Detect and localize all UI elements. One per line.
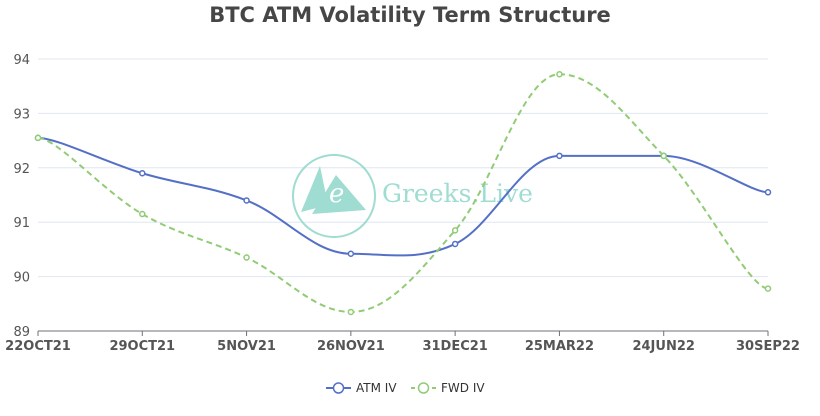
legend-item-atm-iv[interactable]: ATM IV <box>326 381 397 395</box>
watermark-letter: e <box>329 179 344 209</box>
axes: 89 90 91 92 93 94 22OCT21 29OCT21 5NOV21 26NOV21 3… <box>5 53 800 354</box>
watermark-ring <box>292 154 376 238</box>
data-point-atm-iv[interactable] <box>764 189 772 196</box>
chart-title: BTC ATM Volatility Term Structure <box>209 3 611 27</box>
legend-item-fwd-iv[interactable]: FWD IV <box>411 381 485 395</box>
data-point-fwd-iv[interactable] <box>764 285 772 292</box>
series-layer <box>34 70 772 316</box>
data-point-atm-iv[interactable] <box>556 152 563 160</box>
x-tick-label: 5NOV21 <box>217 339 276 354</box>
legend-marker <box>332 382 345 394</box>
data-point-fwd-iv[interactable] <box>556 70 563 78</box>
y-tick-label: 89 <box>13 325 30 340</box>
watermark: e Greeks.Live <box>292 154 533 238</box>
legend-marker <box>417 382 430 394</box>
data-point-atm-iv[interactable] <box>347 250 355 258</box>
series-line-fwd-iv <box>37 73 769 313</box>
x-tick-label: 30SEP22 <box>736 339 800 354</box>
data-point-fwd-iv[interactable] <box>243 254 250 261</box>
x-tick-label: 31DEC21 <box>422 339 487 354</box>
y-tick-label: 94 <box>13 53 30 68</box>
watermark-sail-right <box>312 175 366 214</box>
data-point-atm-iv[interactable] <box>139 169 146 177</box>
x-tick-label: 25MAR22 <box>525 339 594 354</box>
data-point-fwd-iv[interactable] <box>451 227 459 234</box>
y-tick-label: 93 <box>13 107 30 122</box>
watermark-text: Greeks.Live <box>382 179 533 208</box>
y-tick-label: 92 <box>13 162 30 177</box>
data-point-atm-iv[interactable] <box>243 197 250 204</box>
grid-lines <box>38 58 768 278</box>
x-tick-label: 26NOV21 <box>317 339 385 354</box>
legend-label: ATM IV <box>356 381 397 395</box>
legend-label: FWD IV <box>441 381 485 395</box>
y-tick-label: 90 <box>13 271 30 286</box>
series-line-atm-iv <box>37 136 769 257</box>
y-tick-label: 91 <box>13 216 30 231</box>
data-point-fwd-iv[interactable] <box>347 308 355 316</box>
legend: ATM IV FWD IV <box>326 381 485 395</box>
x-tick-label: 22OCT21 <box>5 339 71 354</box>
data-point-fwd-iv[interactable] <box>660 152 667 160</box>
data-point-fwd-iv[interactable] <box>34 134 42 142</box>
data-point-atm-iv[interactable] <box>451 240 459 248</box>
data-point-fwd-iv[interactable] <box>139 210 146 218</box>
x-tick-label: 29OCT21 <box>109 339 175 354</box>
x-tick-label: 24JUN22 <box>632 339 694 354</box>
